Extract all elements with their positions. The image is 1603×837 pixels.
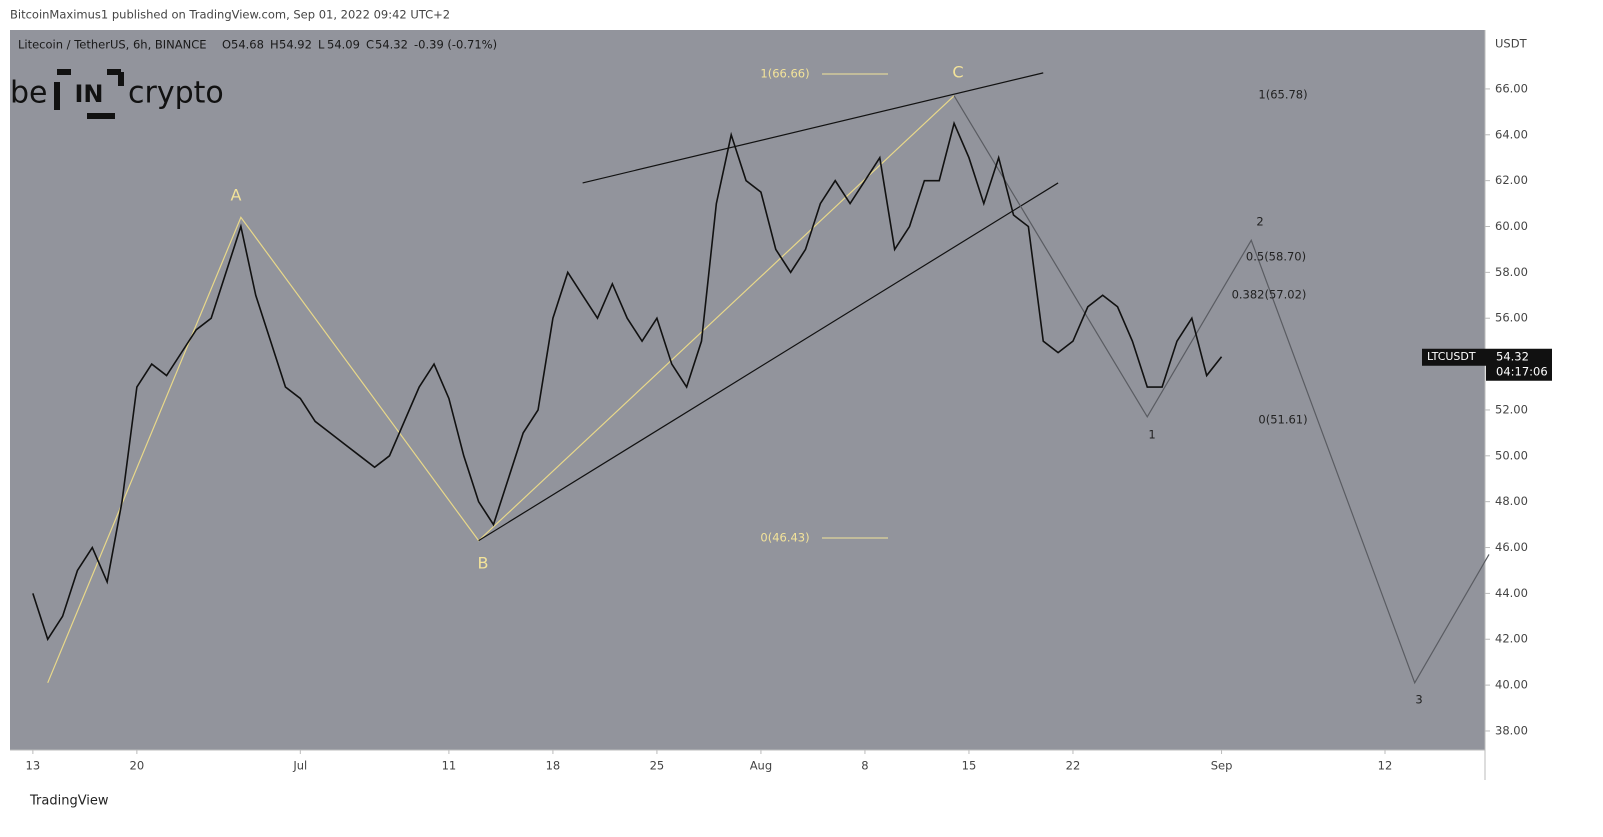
y-tick-label: 64.00 [1495, 127, 1528, 141]
y-tick-label: 38.00 [1495, 723, 1528, 737]
drawing-line [47, 95, 955, 684]
y-tick-label: 46.00 [1495, 540, 1528, 554]
footer: TradingView [29, 794, 109, 809]
price-line [32, 120, 1223, 642]
x-tick-label: 20 [130, 759, 145, 773]
ohlc-key: L [318, 38, 325, 52]
x-tick-label: Jul [292, 759, 307, 773]
annotation: 1 [1148, 428, 1155, 442]
y-tick-label: 60.00 [1495, 219, 1528, 233]
y-tick-label: 66.00 [1495, 81, 1528, 95]
annotation: 0(46.43) [760, 531, 809, 545]
ohlc-change: -0.39 (-0.71%) [414, 38, 497, 52]
plot-area [10, 30, 1485, 750]
y-tick-label: 58.00 [1495, 265, 1528, 279]
ohlc-value: 54.32 [375, 38, 408, 52]
x-tick-label: Aug [750, 759, 772, 773]
ohlc-key: H [270, 38, 279, 52]
y-tick-label: 42.00 [1495, 632, 1528, 646]
ohlc-value: 54.68 [231, 38, 264, 52]
ohlc: O 54.68 H 54.92 L 54.09 C 54.32 -0.39 (-0.71%) [222, 38, 497, 52]
symbol-tag: LTCUSDT [1427, 350, 1476, 363]
annotation: B [478, 554, 489, 573]
y-tick-label: 40.00 [1495, 678, 1528, 692]
x-tick-label: 13 [26, 759, 41, 773]
ohlc-value: 54.09 [327, 38, 360, 52]
drawing-line [582, 72, 1044, 184]
annotation: A [231, 186, 242, 205]
logo-text: IN [74, 80, 103, 108]
price-tag [1486, 348, 1552, 381]
logo-bracket [54, 69, 124, 119]
ohlc-key: O [222, 38, 231, 52]
x-tick-label: 12 [1378, 759, 1393, 773]
y-tick-label: 44.00 [1495, 586, 1528, 600]
annotation: 1(65.78) [1258, 88, 1307, 102]
drawing-line [478, 182, 1059, 542]
x-tick-label: 25 [650, 759, 665, 773]
y-tick-label: 50.00 [1495, 448, 1528, 462]
last-price: 54.32 [1496, 349, 1529, 363]
annotation: 1(66.66) [760, 67, 809, 81]
annotation: 0.382(57.02) [1232, 288, 1307, 302]
y-tick-label: 52.00 [1495, 402, 1528, 416]
logo: be IN crypto [10, 69, 224, 119]
price-tag [1422, 348, 1486, 366]
y-tick-label: 48.00 [1495, 494, 1528, 508]
publisher: BitcoinMaximus1 published on TradingView… [10, 8, 450, 22]
annotation: 0(51.61) [1258, 413, 1307, 427]
ohlc-value: 54.92 [279, 38, 312, 52]
x-tick-label: Sep [1211, 759, 1233, 773]
logo-text: be [10, 76, 48, 111]
drawing-line [953, 95, 1490, 685]
annotation: C [952, 63, 963, 82]
annotation: 0.5(58.70) [1246, 250, 1306, 264]
x-tick-label: 11 [442, 759, 457, 773]
chart-title: Litecoin / TetherUS, 6h, BINANCE [18, 38, 207, 52]
logo-text: crypto [128, 76, 224, 111]
annotation: 3 [1415, 693, 1422, 707]
x-tick-label: 18 [546, 759, 561, 773]
y-unit: USDT [1495, 37, 1528, 51]
countdown: 04:17:06 [1496, 364, 1548, 378]
y-tick-label: 62.00 [1495, 173, 1528, 187]
ohlc-key: C [366, 38, 374, 52]
x-tick-label: 15 [962, 759, 977, 773]
y-tick-label: 56.00 [1495, 311, 1528, 325]
x-tick-label: 22 [1066, 759, 1081, 773]
x-tick-label: 8 [861, 759, 868, 773]
annotation: 2 [1256, 215, 1263, 229]
